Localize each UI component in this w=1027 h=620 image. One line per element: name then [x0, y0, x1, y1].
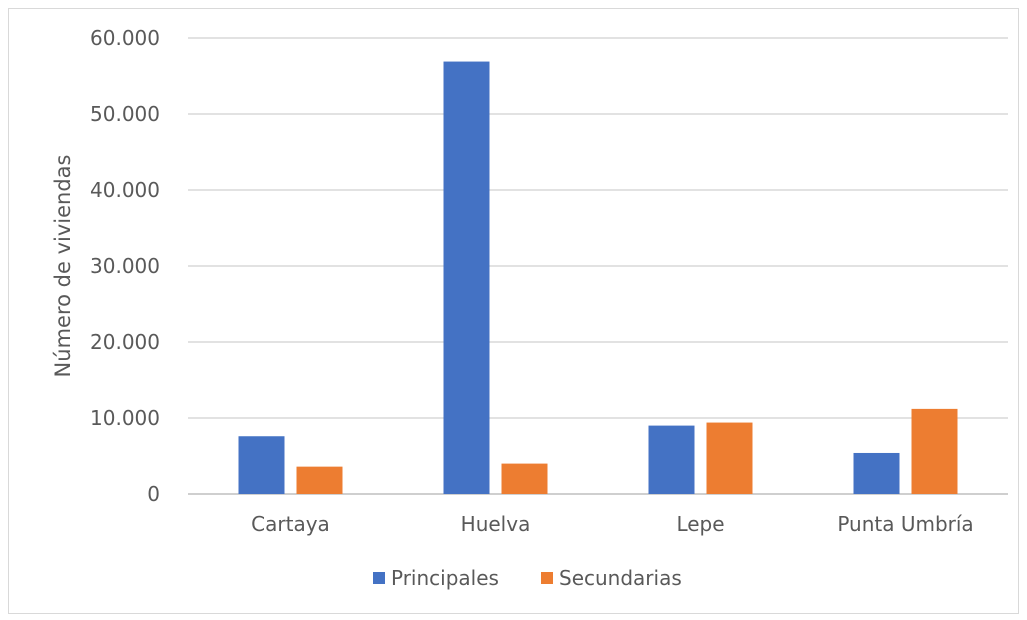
bar-secundarias-2: [706, 422, 753, 494]
x-axis-ticks: Cartaya Huelva Lepe Punta Umbría: [251, 512, 974, 536]
y-axis-ticks: 0 10.000 20.000 30.000 40.000 50.000 60.000: [90, 26, 160, 506]
x-tick-label: Huelva: [461, 512, 531, 536]
gridlines: [188, 37, 1008, 495]
y-tick-label: 40.000: [90, 178, 160, 202]
y-tick-label: 50.000: [90, 102, 160, 126]
bar-principales-0: [238, 436, 285, 494]
x-tick-label: Punta Umbría: [837, 512, 973, 536]
bar-principales-2: [648, 425, 695, 494]
legend-swatch-secundarias: [541, 572, 553, 584]
bar-principales-1: [443, 61, 490, 495]
bars: [238, 61, 958, 495]
legend-label-principales: Principales: [391, 566, 499, 590]
x-tick-label: Cartaya: [251, 512, 330, 536]
y-tick-label: 0: [147, 482, 160, 506]
legend: Principales Secundarias: [373, 566, 682, 590]
y-tick-label: 10.000: [90, 406, 160, 430]
legend-label-secundarias: Secundarias: [559, 566, 682, 590]
x-tick-label: Lepe: [676, 512, 724, 536]
bar-secundarias-3: [911, 408, 958, 494]
bar-principales-3: [853, 452, 900, 494]
bar-secundarias-1: [501, 463, 548, 494]
chart-frame: [8, 8, 1019, 614]
y-tick-label: 20.000: [90, 330, 160, 354]
y-axis-title: Número de viviendas: [51, 155, 75, 378]
y-tick-label: 60.000: [90, 26, 160, 50]
legend-swatch-principales: [373, 572, 385, 584]
bar-secundarias-0: [296, 466, 343, 494]
y-tick-label: 30.000: [90, 254, 160, 278]
